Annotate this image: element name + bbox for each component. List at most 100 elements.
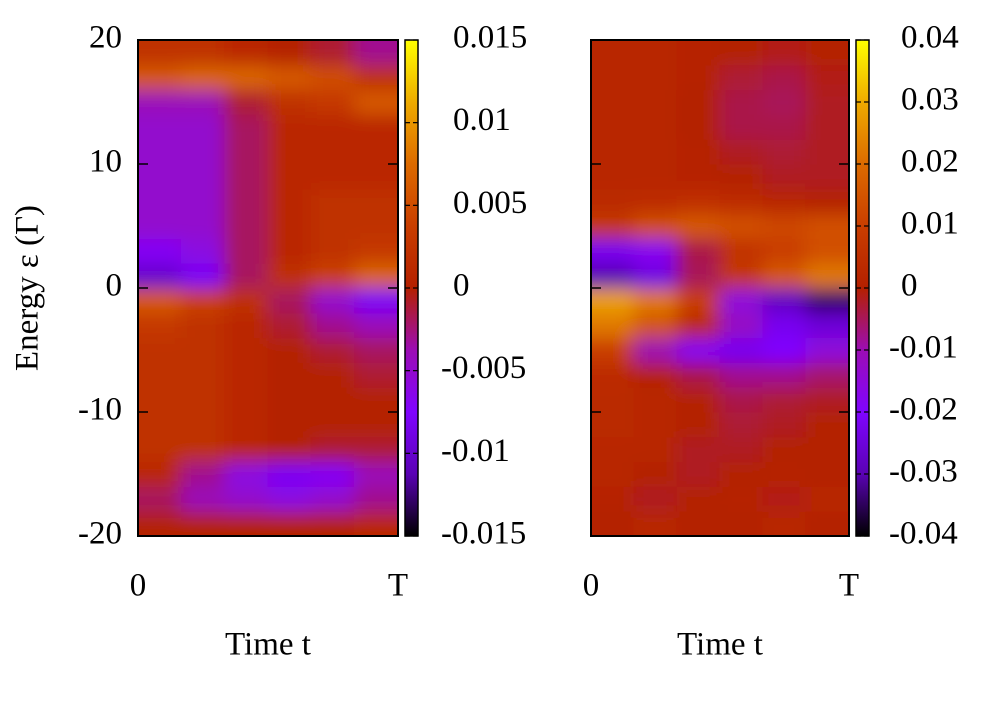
- heatmap-cell: [180, 361, 226, 388]
- heatmap-cell: [762, 510, 807, 536]
- heatmap-cell: [310, 287, 356, 314]
- heatmap-cell: [676, 510, 721, 536]
- heatmap-cell: [224, 337, 269, 363]
- x-tick-label: 0: [130, 568, 147, 604]
- heatmap-cell: [267, 312, 312, 339]
- y-tick-label: 10: [89, 144, 122, 180]
- heatmap-cell: [180, 386, 226, 413]
- heatmap-cell: [138, 262, 182, 289]
- heatmap: [138, 40, 398, 536]
- heatmap-cell: [676, 213, 721, 239]
- heatmap-cell: [267, 287, 312, 314]
- heatmap-cell: [591, 287, 635, 314]
- heatmap-cell: [138, 461, 182, 487]
- heatmap-cell: [805, 138, 849, 165]
- heatmap-cell: [180, 163, 226, 190]
- heatmap-cell: [805, 436, 849, 463]
- heatmap-cell: [762, 188, 807, 215]
- heatmap-cell: [805, 237, 849, 264]
- colorbar-tick-label: -0.015: [441, 516, 526, 552]
- heatmap-cell: [354, 337, 398, 363]
- heatmap-cell: [138, 213, 182, 239]
- heatmap-cell: [224, 213, 269, 239]
- heatmap-cell: [633, 138, 678, 165]
- heatmap-cell: [719, 40, 764, 66]
- heatmap-cell: [180, 64, 226, 91]
- heatmap-cell: [180, 237, 226, 264]
- heatmap-cell: [719, 337, 764, 363]
- heatmap-cell: [180, 262, 226, 289]
- heatmap-cell: [805, 386, 849, 413]
- heatmap-cell: [310, 64, 356, 91]
- colorbar-tick-label: 0.01: [453, 102, 511, 138]
- heatmap: [591, 40, 849, 536]
- heatmap-cell: [138, 361, 182, 388]
- heatmap-cell: [354, 461, 398, 487]
- heatmap-cell: [591, 312, 635, 339]
- heatmap-cell: [762, 361, 807, 388]
- heatmap-cell: [354, 40, 398, 66]
- heatmap-cell: [762, 89, 807, 115]
- heatmap-cell: [180, 213, 226, 239]
- heatmap-cell: [676, 113, 721, 140]
- heatmap-cell: [310, 411, 356, 438]
- heatmap-cell: [805, 461, 849, 487]
- heatmap-cell: [310, 138, 356, 165]
- heatmap-cell: [138, 237, 182, 264]
- heatmap-cell: [676, 163, 721, 190]
- heatmap-cell: [267, 237, 312, 264]
- heatmap-cell: [138, 386, 182, 413]
- colorbar-tick-label: 0: [453, 268, 470, 304]
- x-axis-label: Time t: [225, 627, 311, 663]
- heatmap-cell: [354, 287, 398, 314]
- heatmap-cell: [591, 485, 635, 512]
- heatmap-cell: [591, 436, 635, 463]
- heatmap-cell: [591, 113, 635, 140]
- colorbar-tick-label: 0: [901, 268, 918, 304]
- heatmap-cell: [633, 312, 678, 339]
- heatmap-cell: [591, 411, 635, 438]
- heatmap-cell: [676, 461, 721, 487]
- heatmap-cell: [633, 64, 678, 91]
- heatmap-cell: [591, 138, 635, 165]
- heatmap-cell: [719, 386, 764, 413]
- heatmap-cell: [138, 89, 182, 115]
- heatmap-cell: [224, 510, 269, 536]
- heatmap-cell: [224, 361, 269, 388]
- heatmap-cell: [267, 188, 312, 215]
- heatmap-cells: [138, 40, 398, 536]
- heatmap-cell: [591, 163, 635, 190]
- heatmap-cells: [591, 40, 849, 536]
- heatmap-cell: [676, 64, 721, 91]
- heatmap-cell: [719, 64, 764, 91]
- heatmap-cell: [267, 163, 312, 190]
- heatmap-cell: [719, 411, 764, 438]
- heatmap-cell: [138, 163, 182, 190]
- heatmap-cell: [591, 89, 635, 115]
- heatmap-cell: [591, 262, 635, 289]
- heatmap-cell: [591, 386, 635, 413]
- heatmap-cell: [267, 89, 312, 115]
- heatmap-cell: [267, 386, 312, 413]
- heatmap-cell: [805, 213, 849, 239]
- heatmap-cell: [224, 436, 269, 463]
- heatmap-cell: [224, 188, 269, 215]
- heatmap-cell: [719, 312, 764, 339]
- heatmap-cell: [633, 40, 678, 66]
- heatmap-cell: [310, 312, 356, 339]
- heatmap-cell: [310, 361, 356, 388]
- heatmap-cell: [138, 40, 182, 66]
- colorbar-tick-label: 0.01: [901, 206, 959, 242]
- heatmap-cell: [354, 237, 398, 264]
- heatmap-cell: [805, 188, 849, 215]
- heatmap-cell: [310, 40, 356, 66]
- heatmap-cell: [267, 485, 312, 512]
- colorbar-tick-label: 0.03: [901, 82, 959, 118]
- heatmap-cell: [267, 213, 312, 239]
- heatmap-cell: [224, 237, 269, 264]
- heatmap-cell: [224, 262, 269, 289]
- heatmap-cell: [805, 262, 849, 289]
- heatmap-cell: [762, 287, 807, 314]
- heatmap-cell: [676, 386, 721, 413]
